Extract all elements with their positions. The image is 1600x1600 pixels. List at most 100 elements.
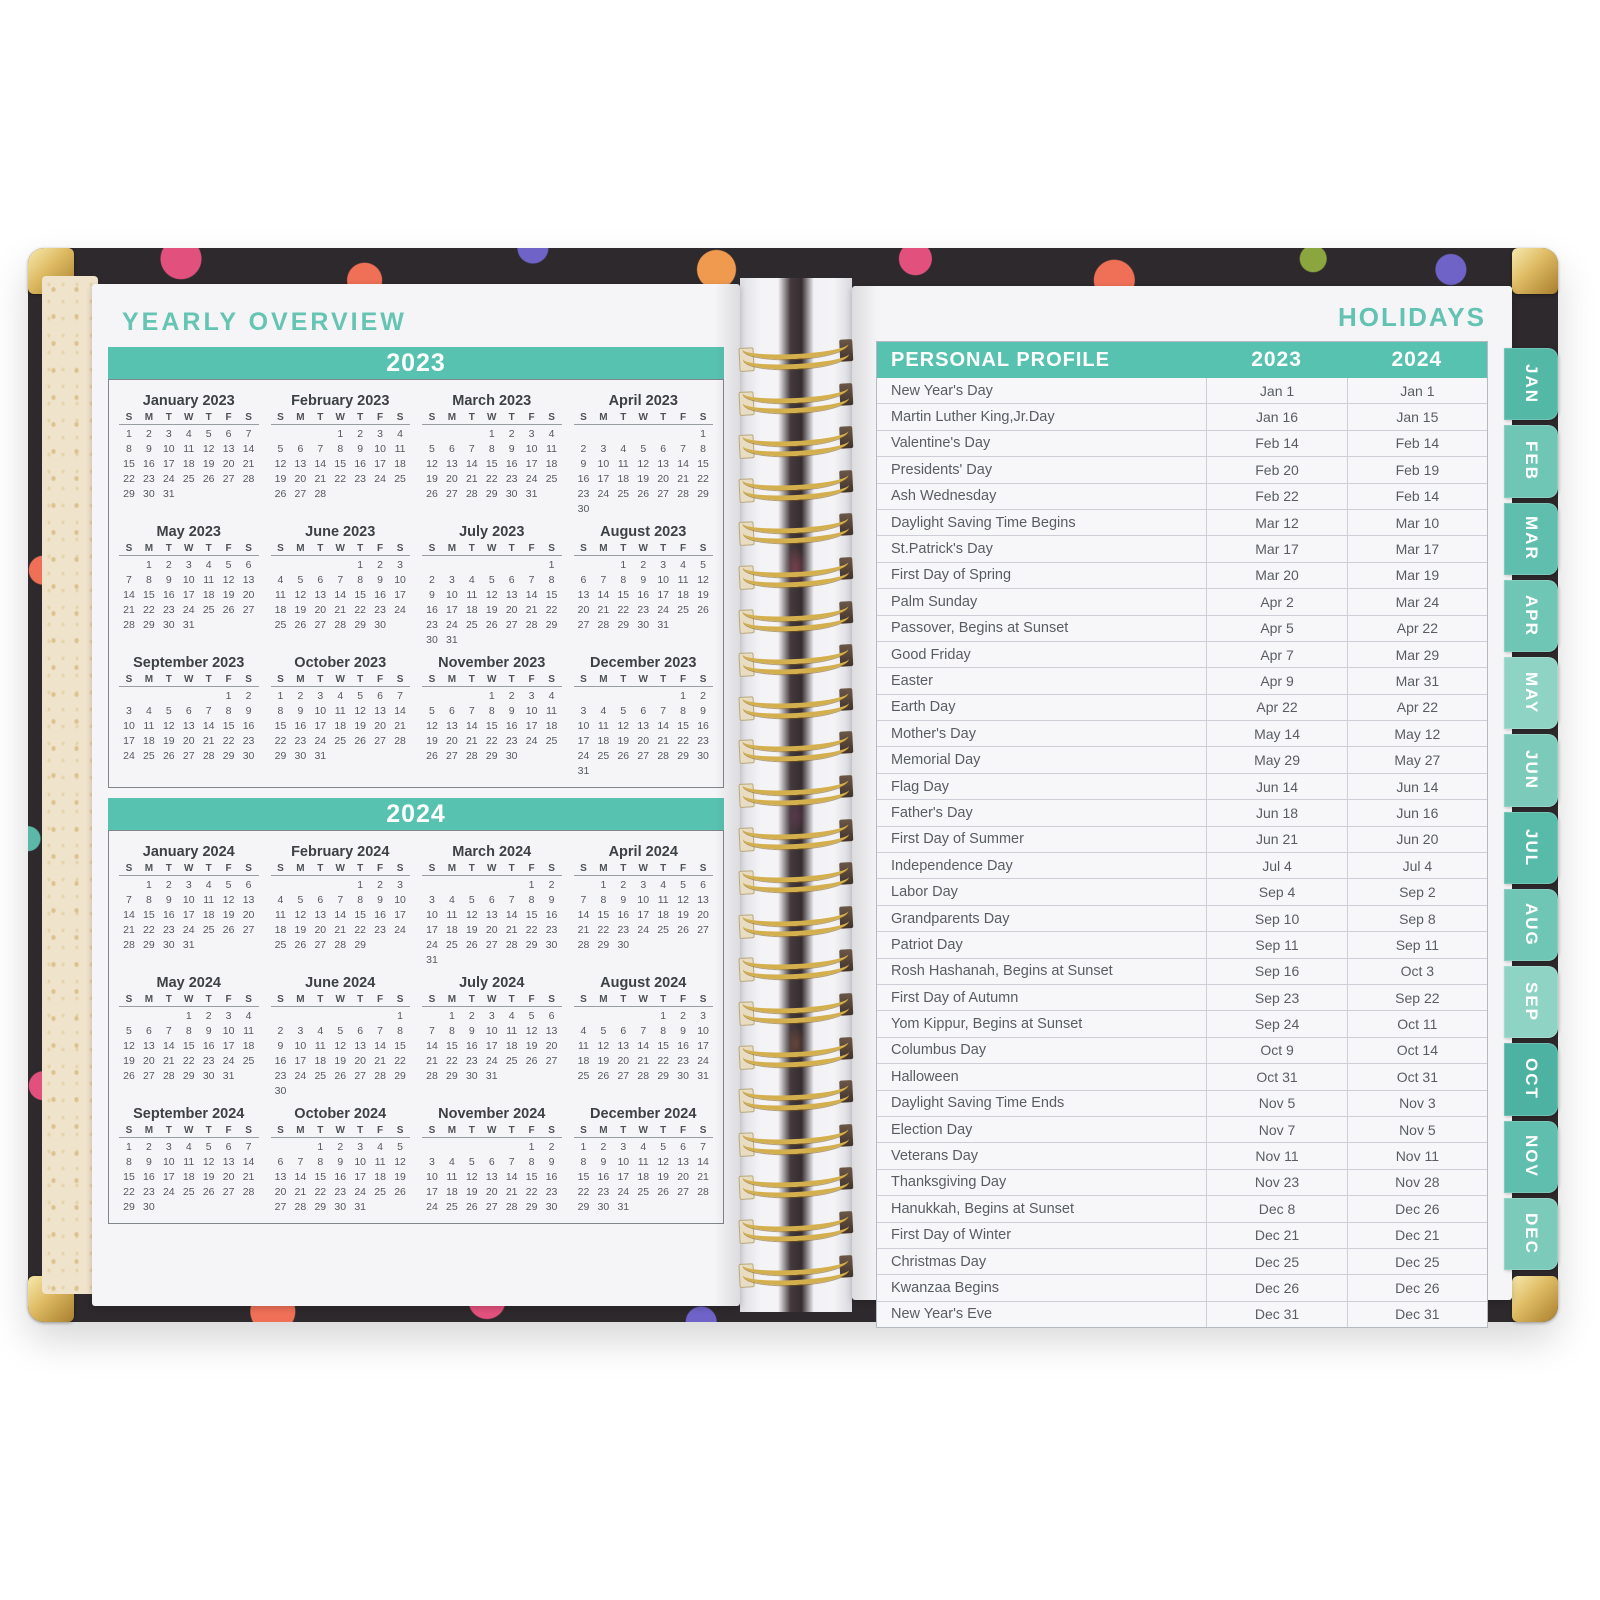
tab-jul[interactable]: JUL (1504, 811, 1558, 884)
weekday-letter: T (357, 674, 364, 685)
tab-sep[interactable]: SEP (1504, 966, 1558, 1039)
month-title: April 2024 (608, 844, 678, 860)
day-number: 7 (377, 1025, 384, 1037)
mini-calendar-january-2023: January 2023 S M T W T F S 1 2 3 4 5 6 7 8 9 10 11 12 13 14 15… (119, 393, 259, 517)
day-number: 29 (697, 488, 709, 500)
day-number: 8 (126, 443, 132, 455)
weekday-letter: W (335, 863, 345, 874)
mini-calendar-april-2023: April 2023 S M T W T F S 1 2 3 4 5 6 7 8 9 10 11 12 13 14 15 16… (573, 393, 713, 517)
holiday-name: Columbus Day (891, 1042, 987, 1059)
day-number: 17 (162, 1171, 175, 1183)
holiday-row: Election Day Nov 7 Nov 5 (877, 1115, 1487, 1143)
day-number: 21 (465, 735, 478, 747)
day-number: 11 (597, 720, 609, 732)
day-number: 6 (640, 705, 647, 717)
day-number: 24 (426, 1201, 438, 1213)
months-grid-2024: January 2024 S M T W T F S 1 2 3 4 5 6 7 8 9 10 11 12 13 14 15… (108, 830, 724, 1224)
day-number: 8 (660, 1025, 667, 1037)
day-number: 8 (225, 705, 232, 717)
day-number: 6 (488, 1156, 495, 1168)
holiday-date-2023: Mar 17 (1206, 536, 1346, 562)
day-number: 4 (377, 1141, 384, 1153)
day-number: 3 (126, 705, 132, 717)
month-title: May 2023 (156, 524, 222, 540)
weekday-letter: T (357, 994, 364, 1005)
weekday-letter: T (357, 1125, 364, 1136)
holiday-date-2024: Oct 11 (1346, 1011, 1487, 1037)
day-number: 2 (245, 690, 252, 702)
day-number: 11 (143, 720, 155, 732)
day-number: 30 (577, 503, 590, 515)
holiday-date-2024: Jun 14 (1346, 773, 1487, 800)
tab-jan[interactable]: JAN (1504, 348, 1558, 421)
weekday-letter: M (144, 674, 154, 685)
day-number: 22 (334, 473, 347, 485)
day-number: 15 (123, 458, 135, 470)
mini-calendar-september-2024: September 2024 S M T W T F S 1 2 3 4 5 6 7 8 9 10 11 12 13 14… (119, 1106, 259, 1215)
day-number: 11 (617, 458, 629, 470)
day-number: 20 (446, 473, 458, 485)
tab-may[interactable]: MAY (1504, 657, 1558, 730)
holiday-name: Halloween (891, 1068, 959, 1085)
tab-label: AUG (1522, 902, 1541, 947)
day-number: 28 (123, 619, 135, 631)
day-number: 17 (577, 735, 590, 747)
day-number: 15 (485, 720, 498, 732)
day-number: 2 (277, 1025, 284, 1037)
day-number: 11 (466, 589, 478, 601)
day-number: 19 (222, 589, 235, 601)
weekday-letter: W (487, 1125, 497, 1136)
weekday-letter: T (468, 994, 475, 1005)
day-number: 4 (640, 1141, 647, 1153)
holiday-date-2024: Jan 15 (1346, 404, 1487, 430)
empty-day-cell (119, 558, 139, 573)
day-number: 1 (528, 1141, 535, 1153)
day-number: 11 (314, 1040, 326, 1052)
day-number: 27 (446, 750, 458, 762)
tab-jun[interactable]: JUN (1504, 734, 1558, 807)
day-number: 23 (374, 604, 386, 616)
holiday-row: Flag Day Jun 14 Jun 14 (877, 772, 1487, 800)
holiday-name: Palm Sunday (891, 593, 978, 610)
empty-day-cell (370, 1009, 390, 1024)
spiral-coil (733, 331, 859, 377)
weekday-letter: W (184, 674, 194, 685)
tab-oct[interactable]: OCT (1504, 1043, 1558, 1116)
holiday-date-2023: Feb 14 (1206, 430, 1346, 457)
day-number: 13 (485, 1171, 498, 1183)
tab-label: NOV (1522, 1135, 1541, 1179)
empty-day-cell (442, 689, 462, 704)
day-number: 11 (334, 705, 346, 717)
holiday-date-2023: May 29 (1206, 747, 1346, 773)
day-number: 21 (657, 735, 670, 747)
tab-dec[interactable]: DEC (1504, 1197, 1558, 1270)
empty-day-cell (422, 558, 442, 573)
tab-mar[interactable]: MAR (1504, 502, 1558, 575)
weekday-letter: W (638, 674, 648, 685)
day-number: 19 (334, 1055, 347, 1067)
tab-feb[interactable]: FEB (1504, 425, 1558, 498)
day-number: 11 (243, 1025, 254, 1037)
empty-day-cell (290, 558, 310, 573)
day-number: 18 (182, 1171, 195, 1183)
day-number: 22 (143, 604, 155, 616)
tab-aug[interactable]: AUG (1504, 888, 1558, 961)
tab-nov[interactable]: NOV (1504, 1120, 1558, 1193)
day-number: 2 (640, 559, 647, 571)
day-number: 23 (162, 604, 175, 616)
holiday-name: First Day of Winter (891, 1227, 1012, 1244)
day-number: 25 (657, 924, 670, 936)
day-number: 27 (505, 619, 518, 631)
day-number: 7 (700, 1141, 706, 1153)
holiday-name: Thanksgiving Day (891, 1174, 1007, 1191)
tab-apr[interactable]: APR (1504, 579, 1558, 652)
day-number: 4 (548, 690, 555, 702)
day-number: 18 (182, 458, 195, 470)
day-number: 3 (185, 879, 192, 891)
